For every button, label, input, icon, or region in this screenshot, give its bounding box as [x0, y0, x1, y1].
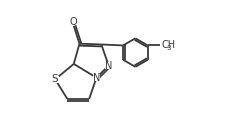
Bar [52, 76, 59, 83]
Text: CH: CH [161, 40, 175, 50]
Text: 3: 3 [166, 45, 171, 51]
Bar [70, 18, 77, 25]
Text: N: N [93, 73, 100, 83]
Bar [93, 74, 100, 81]
Text: N: N [105, 61, 112, 71]
Bar [105, 62, 112, 69]
Text: S: S [52, 74, 59, 84]
Text: O: O [70, 17, 78, 27]
